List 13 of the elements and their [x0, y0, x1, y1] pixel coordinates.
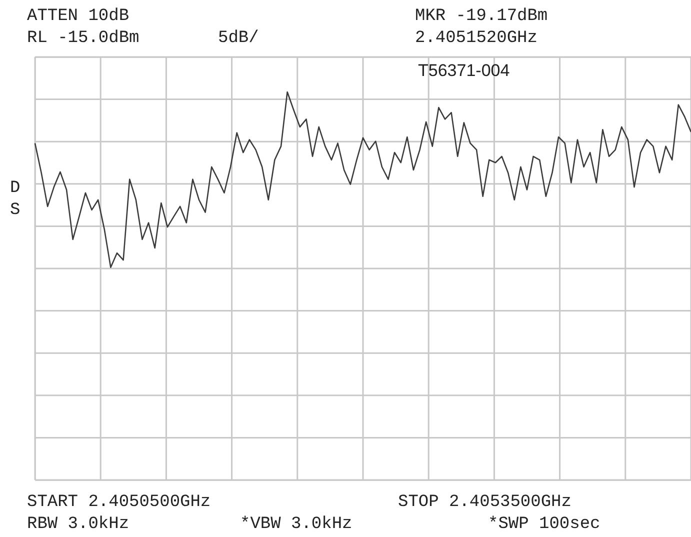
text: MKR -19.17dBm: [415, 7, 548, 26]
text: START 2.4050500GHz: [27, 493, 211, 512]
text: 5dB/: [218, 29, 259, 48]
text: STOP 2.4053500GHz: [398, 493, 572, 512]
text: RBW 3.0kHz: [27, 515, 130, 534]
text: T56371-004: [418, 61, 510, 80]
text: S: [10, 201, 20, 220]
text: D: [10, 179, 20, 198]
text: ATTEN 10dB: [27, 7, 130, 26]
text: RL -15.0dBm: [27, 29, 140, 48]
text: *VBW 3.0kHz: [240, 515, 352, 534]
text: *SWP 100sec: [488, 515, 600, 534]
text: 2.4051520GHz: [415, 29, 538, 48]
